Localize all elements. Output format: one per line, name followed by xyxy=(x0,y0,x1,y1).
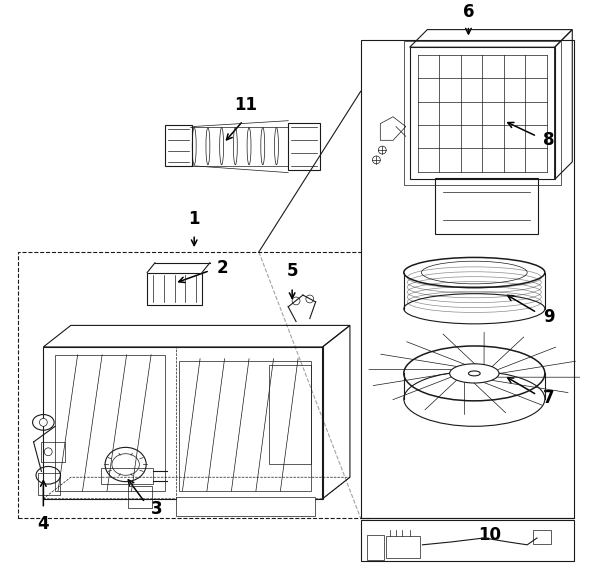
Bar xyxy=(127,486,152,508)
Bar xyxy=(533,530,551,544)
Bar xyxy=(361,520,574,561)
Ellipse shape xyxy=(468,371,480,376)
Bar xyxy=(179,361,311,491)
Bar xyxy=(410,47,555,180)
Text: 1: 1 xyxy=(188,210,200,229)
Ellipse shape xyxy=(450,364,499,383)
Text: 4: 4 xyxy=(38,515,49,534)
Text: 11: 11 xyxy=(234,96,258,114)
Text: 9: 9 xyxy=(543,308,554,325)
Bar xyxy=(367,535,385,560)
Bar xyxy=(386,536,420,557)
Bar xyxy=(404,42,560,185)
Bar xyxy=(38,473,60,495)
Text: 5: 5 xyxy=(286,262,298,280)
Circle shape xyxy=(379,146,386,154)
Text: 10: 10 xyxy=(478,526,501,544)
Bar xyxy=(361,40,574,518)
Circle shape xyxy=(373,156,380,164)
Text: 8: 8 xyxy=(543,131,554,149)
Text: 3: 3 xyxy=(151,499,163,518)
Bar xyxy=(18,252,368,518)
Circle shape xyxy=(44,448,52,455)
Circle shape xyxy=(39,418,47,426)
Bar xyxy=(55,355,165,491)
Bar xyxy=(165,125,192,166)
Text: 7: 7 xyxy=(543,389,554,407)
Bar xyxy=(176,497,315,516)
Bar xyxy=(288,123,319,170)
Bar xyxy=(435,177,538,234)
Text: 6: 6 xyxy=(463,3,474,21)
Text: 2: 2 xyxy=(216,259,228,276)
